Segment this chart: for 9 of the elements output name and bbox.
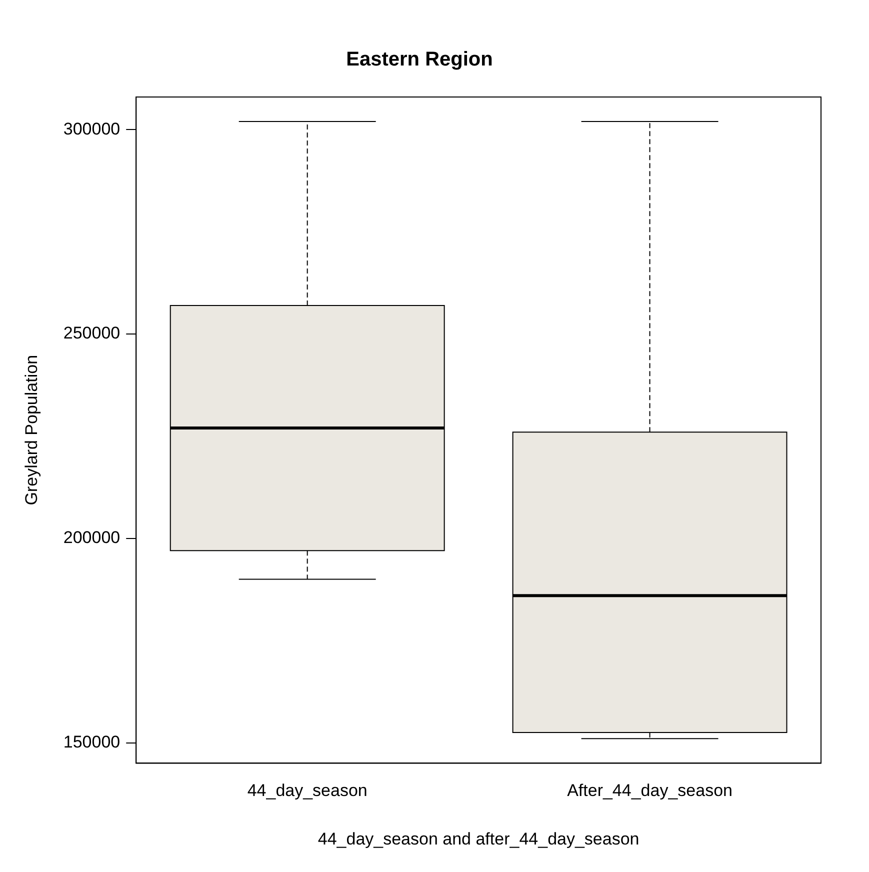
y-tick-label: 250000: [63, 324, 120, 343]
y-axis-title: Greylard Population: [22, 354, 41, 506]
y-tick-label: 200000: [63, 528, 120, 548]
x-axis-title: 44_day_season and after_44_day_season: [318, 829, 640, 848]
x-tick-label: 44_day_season: [247, 781, 368, 800]
chart-title: Eastern Region: [346, 48, 493, 71]
x-tick-label: After_44_day_season: [567, 781, 732, 800]
y-tick-label: 300000: [63, 119, 120, 138]
y-tick-label: 150000: [63, 732, 120, 752]
